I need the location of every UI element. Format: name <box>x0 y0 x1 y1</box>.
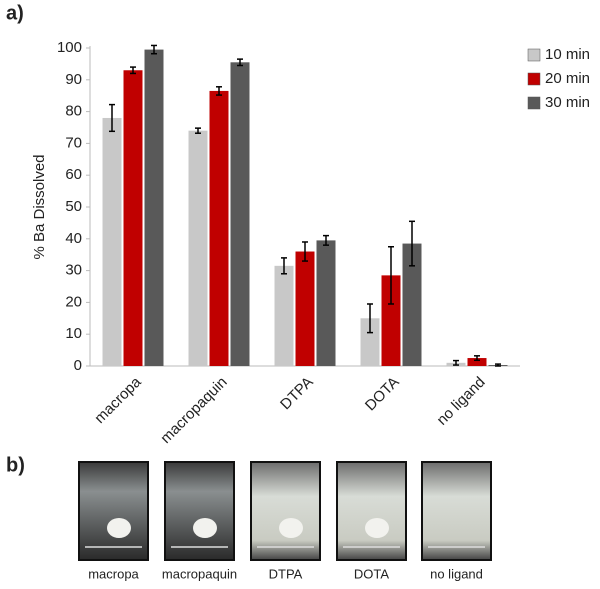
y-tick-label: 70 <box>65 134 82 151</box>
bar <box>144 49 164 367</box>
error-bar <box>237 58 243 67</box>
error-bar <box>474 355 480 362</box>
legend-label: 20 min <box>545 70 590 87</box>
bar <box>316 240 336 366</box>
legend-swatch <box>527 96 541 110</box>
panel-label: a) <box>6 2 24 24</box>
error-bar <box>388 246 394 305</box>
y-tick-label: 60 <box>65 166 82 183</box>
x-tick-label: no ligand <box>434 374 489 429</box>
bar <box>467 358 487 366</box>
y-axis-label: % Ba Dissolved <box>31 154 48 259</box>
solid-pellet <box>279 518 303 538</box>
error-bar <box>216 86 222 96</box>
bar <box>188 130 208 366</box>
bar <box>381 275 401 366</box>
x-tick-label: macropaquin <box>157 374 230 447</box>
error-bar <box>130 66 136 75</box>
panel-label: b) <box>6 454 25 476</box>
bar <box>360 318 380 366</box>
y-tick-label: 0 <box>74 357 82 374</box>
photo-caption: DTPA <box>269 566 303 581</box>
solid-pellet <box>365 518 389 538</box>
error-bar <box>409 220 415 267</box>
bar <box>123 70 143 366</box>
photo <box>336 461 407 561</box>
photo <box>421 461 492 561</box>
error-bar <box>281 257 287 275</box>
y-tick-label: 10 <box>65 325 82 342</box>
bar <box>102 117 122 367</box>
y-tick-label: 50 <box>65 198 82 215</box>
error-bar <box>109 103 115 133</box>
y-tick-label: 40 <box>65 230 82 247</box>
legend-swatch <box>527 72 541 86</box>
legend-swatch <box>527 48 541 62</box>
y-tick-label: 30 <box>65 262 82 279</box>
x-tick-label: macropa <box>91 373 145 427</box>
legend-label: 30 min <box>545 94 590 111</box>
error-bar <box>495 363 501 367</box>
bar <box>274 265 294 366</box>
y-tick-label: 100 <box>57 39 82 56</box>
y-tick-label: 80 <box>65 103 82 120</box>
photo-caption: macropaquin <box>162 566 237 581</box>
error-bar <box>195 127 201 134</box>
photo-caption: DOTA <box>354 566 389 581</box>
error-bar <box>367 303 373 334</box>
photo <box>250 461 321 561</box>
error-bar <box>302 241 308 262</box>
bar <box>295 251 315 366</box>
solid-pellet <box>107 518 131 538</box>
legend-label: 10 min <box>545 46 590 63</box>
bar <box>209 90 229 367</box>
photos <box>78 461 492 561</box>
x-tick-label: DOTA <box>362 374 403 415</box>
error-bar <box>151 44 157 55</box>
bar <box>402 243 422 366</box>
error-bar <box>453 359 459 366</box>
photo-caption: macropa <box>88 566 139 581</box>
photo <box>78 461 149 561</box>
solid-pellet <box>193 518 217 538</box>
y-tick-label: 20 <box>65 293 82 310</box>
x-tick-label: DTPA <box>277 374 317 414</box>
bar <box>230 62 250 367</box>
photo <box>164 461 235 561</box>
y-tick-label: 90 <box>65 71 82 88</box>
photo-caption: no ligand <box>430 566 483 581</box>
error-bar <box>323 234 329 246</box>
